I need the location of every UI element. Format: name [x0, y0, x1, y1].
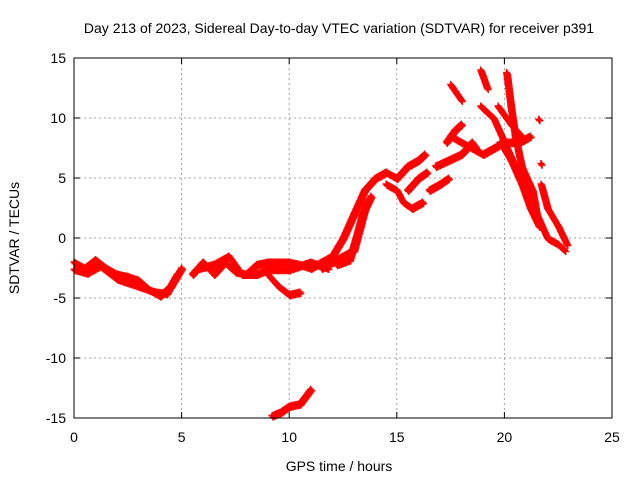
data-point: [519, 134, 527, 141]
data-point: [444, 174, 452, 182]
data-point: [179, 266, 187, 273]
data-point: [424, 170, 432, 177]
y-tick-label: 5: [58, 170, 66, 186]
data-point: [174, 272, 182, 279]
data-point: [419, 198, 427, 206]
data-point: [457, 120, 465, 128]
data-point: [535, 222, 543, 230]
axis-ticks: 0 5 10 15 20 25 -15 -10 -5 0 5 10 15: [46, 50, 620, 445]
data-point: [457, 96, 465, 104]
data-points: [70, 66, 572, 421]
data-point: [483, 84, 491, 92]
data-point: [367, 192, 375, 200]
data-point: [561, 246, 569, 254]
chart-title: Day 213 of 2023, Sidereal Day-to-day VTE…: [84, 20, 594, 36]
y-tick-label: 15: [50, 50, 66, 66]
data-point: [518, 132, 526, 140]
data-point: [445, 176, 453, 183]
x-tick-label: 15: [389, 429, 405, 445]
y-tick-label: -15: [46, 410, 66, 426]
data-point: [562, 248, 570, 255]
data-point: [533, 210, 541, 218]
y-tick-label: -10: [46, 350, 66, 366]
x-tick-label: 10: [281, 429, 297, 445]
data-point: [526, 132, 534, 140]
data-point: [173, 270, 181, 278]
data-point: [296, 288, 304, 296]
data-point: [297, 290, 305, 297]
y-tick-label: -5: [54, 290, 67, 306]
data-point: [422, 152, 430, 159]
data-point: [527, 134, 535, 141]
data-point: [178, 264, 186, 272]
data-point: [536, 224, 544, 231]
data-point: [307, 385, 315, 393]
x-tick-label: 20: [497, 429, 513, 445]
x-tick-label: 0: [70, 429, 78, 445]
y-tick-label: 0: [58, 230, 66, 246]
data-point: [308, 387, 316, 395]
y-tick-label: 10: [50, 110, 66, 126]
y-axis-label: SDTVAR / TECUs: [6, 182, 22, 294]
x-tick-label: 5: [178, 429, 186, 445]
data-point: [421, 150, 429, 158]
data-point: [563, 240, 571, 248]
data-point: [538, 161, 546, 169]
data-point: [564, 242, 572, 249]
data-point: [458, 98, 466, 105]
data-point: [484, 86, 492, 93]
data-point: [458, 122, 466, 129]
data-point: [537, 160, 545, 168]
data-point: [536, 117, 544, 125]
data-point: [420, 200, 428, 207]
data-point: [534, 212, 542, 219]
data-point: [368, 194, 376, 201]
x-axis-label: GPS time / hours: [286, 458, 393, 474]
x-tick-label: 25: [604, 429, 620, 445]
data-point: [535, 115, 543, 123]
data-point: [423, 168, 431, 176]
